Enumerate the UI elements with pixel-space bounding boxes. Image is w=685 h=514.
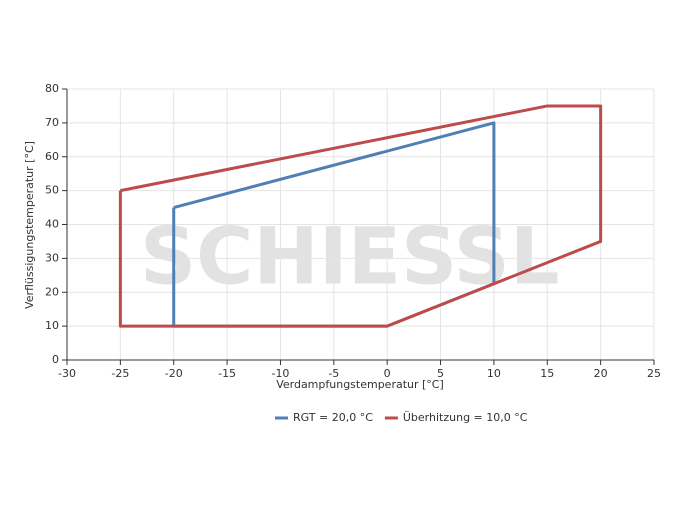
y-tick-label: 20 [45,285,59,298]
y-tick-label: 50 [45,184,59,197]
series-line [118,104,603,328]
x-axis-label: Verdampfungstemperatur [°C] [276,378,444,391]
x-tick-label: -5 [328,367,339,380]
y-tick-label: 40 [45,218,59,231]
x-tick-label: 20 [594,367,608,380]
legend-label: Überhitzung = 10,0 °C [403,411,528,424]
y-tick-label: 70 [45,116,59,129]
x-tick-label: -15 [218,367,236,380]
y-tick-label: 60 [45,150,59,163]
x-tick-label: 5 [437,367,444,380]
x-tick-label: -10 [271,367,289,380]
y-tick-label: 80 [45,82,59,95]
x-tick-label: -30 [58,367,76,380]
x-tick-label: -25 [111,367,129,380]
x-tick-label: -20 [165,367,183,380]
watermark: SCHIESSL [140,212,560,302]
x-tick-label: 0 [384,367,391,380]
y-tick-label: 10 [45,319,59,332]
y-tick-label: 30 [45,251,59,264]
y-axis-label: Verflüssigungstemperatur [°C] [23,141,36,309]
y-tick-label: 0 [52,353,59,366]
x-tick-label: 10 [487,367,501,380]
x-tick-label: 25 [647,367,661,380]
legend-label: RGT = 20,0 °C [293,411,373,424]
x-tick-label: 15 [540,367,554,380]
